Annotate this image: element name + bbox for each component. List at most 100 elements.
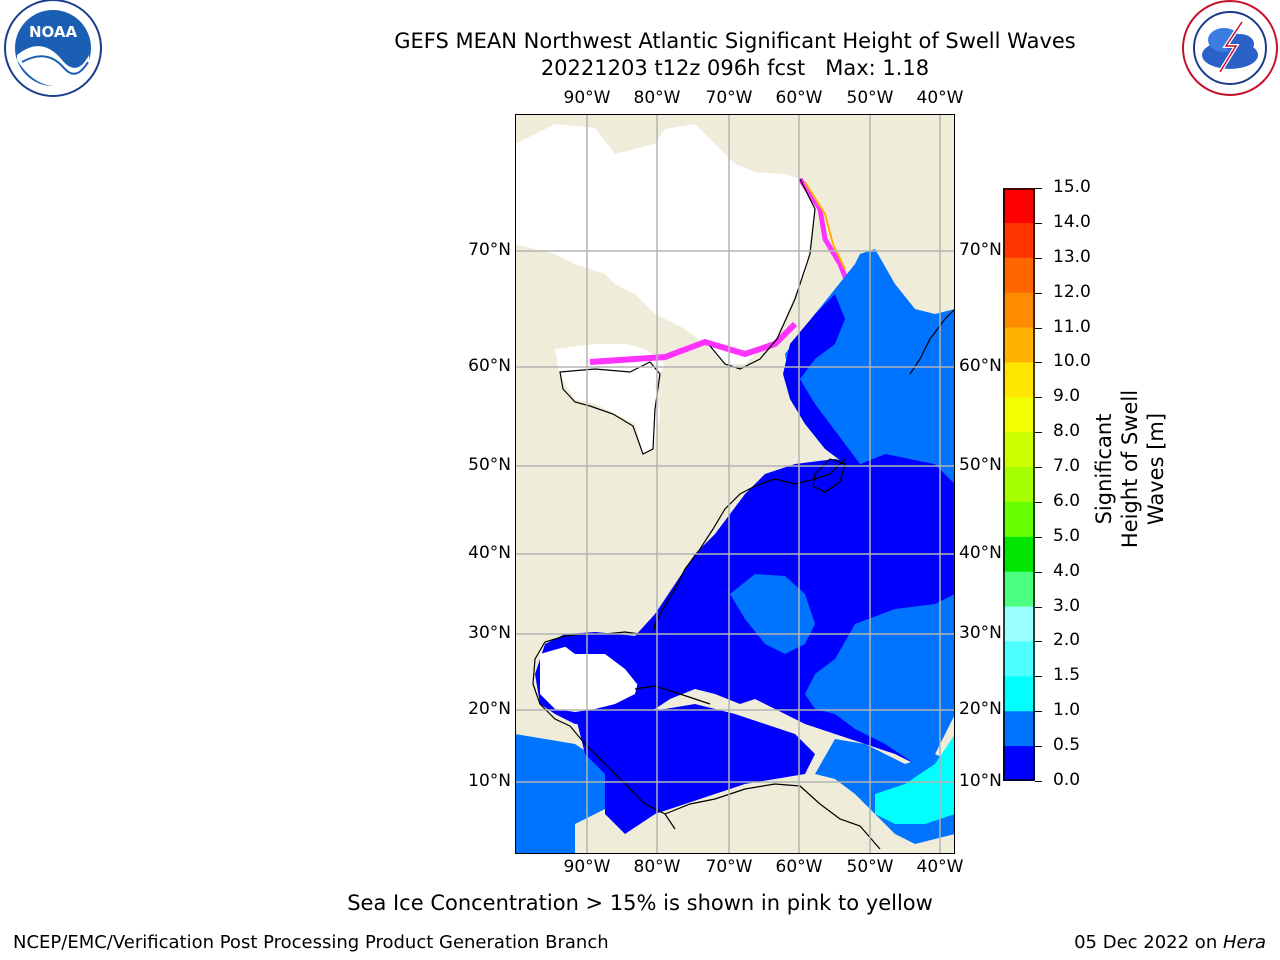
lon-label-bottom: 60°W [775, 857, 823, 877]
noaa-logo-text: NOAA [29, 23, 78, 41]
colorbar-tick-label: 9.0 [1053, 386, 1081, 407]
lat-label-left: 20°N [468, 699, 511, 719]
colorbar-tick-label: 2.0 [1053, 630, 1081, 651]
lon-label-bottom: 80°W [633, 857, 681, 877]
lon-label-bottom: 70°W [705, 857, 753, 877]
hudson-bay-region [555, 344, 665, 454]
colorbar-bin [1003, 222, 1035, 259]
lat-label-right: 40°N [959, 543, 1002, 563]
ocean-high-swell [875, 734, 955, 824]
lat-label-right: 50°N [959, 455, 1002, 475]
colorbar-tick [1035, 397, 1042, 399]
coastline-east-canada [652, 458, 846, 635]
coastline-south-america [664, 783, 881, 850]
lat-label-left: 40°N [468, 543, 511, 563]
colorbar-tick-label: 14.0 [1053, 211, 1091, 232]
colorbar-bin [1003, 257, 1035, 294]
map-title: GEFS MEAN Northwest Atlantic Significant… [394, 29, 1076, 53]
lon-label-top: 80°W [633, 88, 681, 108]
colorbar-bin [1003, 188, 1035, 224]
lon-label-top: 60°W [775, 88, 823, 108]
lat-label-left: 60°N [468, 356, 511, 376]
swell-height-map [515, 114, 955, 854]
colorbar-frame [1003, 188, 1035, 781]
coastline-newfoundland [812, 458, 846, 493]
colorbar-bin [1003, 536, 1035, 573]
colorbar-tick-label: 0.0 [1053, 770, 1081, 790]
colorbar-tick-label: 4.0 [1053, 560, 1081, 581]
colorbar-bin [1003, 746, 1035, 781]
colorbar-bin [1003, 362, 1035, 398]
map-gridlines [515, 114, 955, 854]
coastline-greenland [709, 178, 816, 370]
colorbar-bin [1003, 571, 1035, 608]
lon-label-top: 70°W [705, 88, 753, 108]
map-subtitle: 20221203 t12z 096h fcst Max: 1.18 [540, 56, 930, 80]
date-host: Hera [1222, 932, 1266, 953]
lon-label-top: 50°W [846, 88, 894, 108]
colorbar-tick-label: 5.0 [1053, 525, 1081, 546]
coastline-us-gulf [532, 631, 653, 727]
colorbar-bin [1003, 327, 1035, 363]
caribbean-sea [575, 704, 815, 834]
colorbar-label: Significant Height of Swell Waves [m] [1092, 389, 1168, 549]
colorbar-tick-label: 6.0 [1053, 490, 1081, 511]
colorbar-tick [1035, 501, 1042, 503]
lon-label-bottom: 40°W [916, 857, 964, 877]
lon-label-bottom: 50°W [846, 857, 894, 877]
ice-edge-baffin-outer [804, 181, 846, 270]
lat-label-left: 70°N [468, 240, 511, 260]
colorbar-bin [1003, 606, 1035, 642]
nws-logo [1182, 0, 1278, 96]
colorbar-tick [1035, 327, 1042, 329]
colorbar-bin [1003, 641, 1035, 677]
colorbar-tick-label: 3.0 [1053, 595, 1081, 616]
colorbar-bin [1003, 292, 1035, 329]
colorbar-tick-label: 8.0 [1053, 421, 1081, 442]
colorbar-tick [1035, 432, 1042, 434]
ocean-labrador-low [783, 294, 860, 464]
credit-text: NCEP/EMC/Verification Post Processing Pr… [13, 932, 609, 953]
colorbar-tick [1035, 746, 1042, 748]
coastline-greenland-east [909, 308, 955, 375]
coastline-cuba [634, 685, 711, 705]
colorbar-tick [1035, 292, 1042, 294]
colorbar-bin [1003, 676, 1035, 712]
colorbar-tick [1035, 676, 1042, 678]
noaa-logo: NOAA [4, 0, 102, 97]
arctic-ice-region [515, 124, 815, 364]
lon-label-bottom: 90°W [563, 857, 611, 877]
colorbar-tick [1035, 571, 1042, 573]
colorbar-tick-label: 11.0 [1053, 316, 1091, 337]
ice-edge-hudson [589, 321, 798, 365]
colorbar-bin [1003, 501, 1035, 538]
colorbar-tick-label: 13.0 [1053, 246, 1091, 267]
lat-label-right: 60°N [959, 356, 1002, 376]
colorbar-tick [1035, 188, 1042, 189]
colorbar-tick-label: 10.0 [1053, 351, 1091, 372]
colorbar-tick-label: 0.5 [1053, 735, 1081, 756]
coastline-hudson-bay [559, 361, 661, 455]
lat-label-right: 70°N [959, 240, 1002, 260]
lat-label-left: 50°N [468, 455, 511, 475]
lon-label-top: 40°W [916, 88, 964, 108]
colorbar [1003, 188, 1035, 781]
date-prefix: 05 Dec 2022 on [1074, 932, 1223, 953]
ice-note: Sea Ice Concentration > 15% is shown in … [347, 891, 933, 915]
colorbar-tick [1035, 781, 1042, 782]
colorbar-tick [1035, 362, 1042, 364]
colorbar-bin [1003, 467, 1035, 503]
colorbar-tick [1035, 711, 1042, 713]
lat-label-left: 10°N [468, 771, 511, 791]
colorbar-tick [1035, 641, 1042, 643]
colorbar-tick-label: 12.0 [1053, 281, 1091, 302]
lat-label-right: 20°N [959, 699, 1002, 719]
colorbar-tick [1035, 606, 1042, 608]
lat-label-left: 30°N [468, 623, 511, 643]
colorbar-bin [1003, 397, 1035, 433]
lat-label-right: 10°N [959, 771, 1002, 791]
ocean-patch-east [805, 594, 955, 764]
colorbar-bin [1003, 432, 1035, 468]
colorbar-tick [1035, 257, 1042, 259]
colorbar-tick [1035, 536, 1042, 538]
